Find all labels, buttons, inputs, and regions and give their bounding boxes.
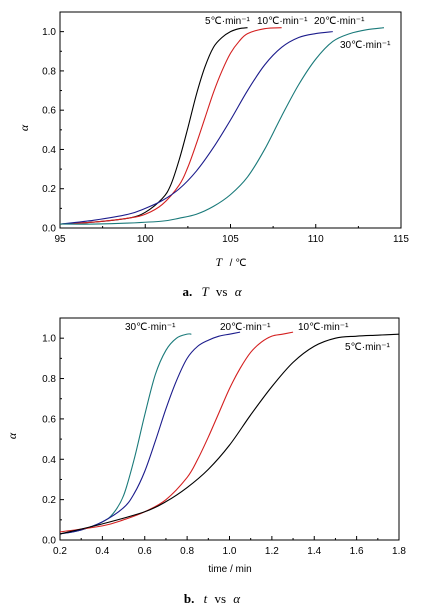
chart-0-series-line-2 [59, 31, 333, 225]
chart-0-series-line-3 [59, 27, 385, 225]
chart-b-series [59, 331, 400, 535]
chart-b-annotation-30: 30℃·min⁻¹ [125, 322, 176, 333]
chart-a-annotation-30: 30℃·min⁻¹ [340, 40, 391, 51]
chart-a-caption-var2: α [235, 284, 243, 299]
chart-0-series-line-0 [59, 27, 248, 225]
chart-0-ytick-label: 0.2 [42, 184, 56, 195]
chart-1-xtick-label: 1.6 [350, 546, 364, 557]
chart-a-caption-letter: a. [182, 284, 192, 299]
chart-a: 95 100 105 110 115 0.0 0.2 0.4 0.6 0.8 1.0 α T / ℃… [17, 11, 409, 299]
chart-1-xtick-label: 0.4 [95, 546, 109, 557]
chart-a-series [59, 27, 385, 225]
chart-b-caption-vs: vs [214, 591, 226, 606]
chart-0-series-line-1 [59, 27, 282, 225]
chart-0-ytick-label: 1.0 [42, 27, 56, 38]
chart-b-annotation-20: 20℃·min⁻¹ [220, 322, 271, 333]
chart-a-annotation-5: 5℃·min⁻¹ [205, 16, 251, 27]
chart-1-series-line-2 [59, 331, 294, 533]
chart-1-xtick-label: 1.2 [265, 546, 279, 557]
chart-b-ticks: 0.2 0.4 0.6 0.8 1.0 1.2 1.4 1.6 1.80.00.20.40.60… [42, 334, 406, 557]
chart-1-xtick-label: 1.8 [392, 546, 406, 557]
chart-0-ytick-label: 0.8 [42, 66, 56, 77]
chart-b-caption-var2: α [233, 591, 241, 606]
chart-0-xtick-label: 110 [308, 234, 324, 245]
chart-a-xlabel-unit: / ℃ [230, 258, 247, 269]
chart-1-xtick-label: 0.6 [138, 546, 152, 557]
chart-b-caption-letter: b. [184, 591, 194, 606]
chart-0-ytick-label: 0.0 [42, 224, 56, 235]
chart-1-xtick-label: 0.2 [53, 546, 67, 557]
chart-0-ytick-label: 0.6 [42, 106, 56, 117]
chart-1-series-line-3 [59, 333, 400, 535]
chart-b-caption: b. t vs α [184, 591, 241, 606]
chart-a-annotation-20: 20℃·min⁻¹ [314, 16, 365, 27]
chart-1-ytick-label: 0.0 [42, 536, 56, 547]
chart-b-xlabel: time / min [208, 564, 251, 575]
chart-a-caption-var1: T [201, 284, 209, 299]
chart-a-annotation-10: 10℃·min⁻¹ [257, 16, 308, 27]
chart-a-ticks: 95 100 105 110 115 0.0 0.2 0.4 0.6 0.8 1.0 [42, 27, 409, 245]
chart-0-xtick-label: 95 [54, 234, 66, 245]
chart-b-annotation-5: 5℃·min⁻¹ [345, 342, 391, 353]
chart-0-xtick-label: 105 [222, 234, 239, 245]
chart-1-ytick-label: 0.8 [42, 374, 56, 385]
chart-0-xtick-label: 115 [393, 234, 409, 245]
chart-b: 0.2 0.4 0.6 0.8 1.0 1.2 1.4 1.6 1.80.00.20.40.60… [5, 317, 406, 606]
chart-1-xtick-label: 1.4 [307, 546, 321, 557]
chart-1-ytick-label: 1.0 [42, 334, 56, 345]
chart-a-caption: a. T vs α [182, 284, 242, 299]
chart-1-ytick-label: 0.6 [42, 414, 56, 425]
chart-1-series-line-0 [59, 333, 192, 535]
chart-a-xlabel-var: T [216, 255, 224, 269]
chart-1-ytick-label: 0.2 [42, 495, 56, 506]
chart-a-xlabel: T / ℃ [216, 253, 247, 270]
chart-1-xtick-label: 1.0 [223, 546, 237, 557]
chart-b-annotation-10: 10℃·min⁻¹ [298, 322, 349, 333]
chart-1-xtick-label: 0.8 [180, 546, 194, 557]
chart-a-ylabel: α [17, 124, 31, 131]
chart-1-series-line-1 [59, 331, 241, 535]
chart-0-xtick-label: 100 [137, 234, 154, 245]
chart-1-ytick-label: 0.4 [42, 455, 56, 466]
chart-a-caption-vs: vs [216, 284, 228, 299]
chart-b-caption-var1: t [204, 591, 208, 606]
chart-0-ytick-label: 0.4 [42, 145, 56, 156]
chart-b-ylabel: α [5, 432, 19, 439]
